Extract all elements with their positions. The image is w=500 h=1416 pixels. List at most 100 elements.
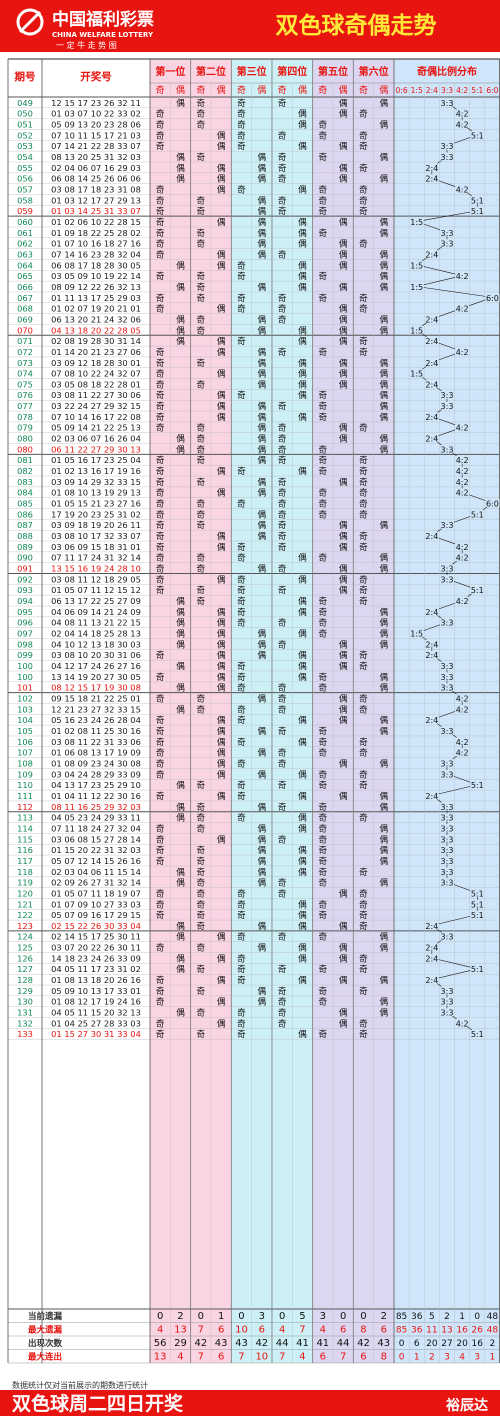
- ratio-label-bg: [424, 640, 439, 648]
- even-mark: 偶: [298, 465, 307, 477]
- even-mark: 偶: [217, 487, 226, 499]
- even-mark: 偶: [339, 259, 348, 271]
- even-mark: 偶: [258, 173, 267, 185]
- draw-cell: 01 05 15 21 23 27 16: [51, 499, 141, 509]
- odd-mark: 奇: [359, 920, 368, 932]
- draw-cell: 02 04 06 07 16 29 03: [51, 163, 141, 173]
- even-mark: 偶: [176, 866, 185, 878]
- period-cell: 094: [17, 596, 33, 606]
- odd-mark: 奇: [197, 595, 206, 607]
- even-mark: 偶: [379, 173, 388, 185]
- odd-mark: 奇: [359, 952, 368, 964]
- even-mark: 偶: [258, 877, 267, 889]
- period-cell: 133: [17, 1029, 33, 1039]
- even-mark: 偶: [217, 996, 226, 1008]
- ratio-point: 3:3: [441, 619, 454, 628]
- odd-mark: 奇: [278, 801, 287, 813]
- period-cell: 082: [17, 466, 33, 476]
- ratio-label-bg: [439, 759, 454, 767]
- even-mark: 偶: [258, 162, 267, 174]
- ratio-point: 4:2: [456, 424, 469, 433]
- position-header: 第五位: [318, 65, 348, 78]
- even-mark: 偶: [298, 1028, 307, 1040]
- even-mark: 偶: [258, 346, 267, 358]
- odd-mark: 奇: [359, 487, 368, 499]
- even-mark: 偶: [379, 389, 388, 401]
- odd-mark: 奇: [197, 552, 206, 564]
- table-row: 090 07 11 17 24 31 32 14 奇奇奇偶奇偶: [17, 552, 388, 564]
- stats-value: 6: [320, 1352, 326, 1363]
- odd-mark: 奇: [156, 129, 165, 141]
- table-row: 107 01 06 08 13 17 19 09 奇偶偶奇奇奇: [17, 747, 368, 759]
- table-row: 080 02 03 06 07 16 26 04 偶奇偶奇偶偶: [17, 433, 388, 445]
- ratio-point: 2:4: [425, 164, 438, 173]
- odd-mark: 奇: [278, 162, 287, 174]
- odd-mark: 奇: [197, 887, 206, 899]
- position-header: 第一位: [155, 65, 185, 78]
- even-mark: 偶: [258, 357, 267, 369]
- ratio-trend-line: [416, 210, 478, 222]
- ratio-label-bg: [424, 336, 439, 345]
- even-mark: 偶: [379, 671, 388, 683]
- draw-cell: 03 08 17 18 23 31 08: [51, 184, 141, 194]
- even-mark: 偶: [258, 942, 267, 954]
- odd-mark: 奇: [359, 595, 368, 607]
- odd-mark: 奇: [156, 357, 165, 369]
- odd-mark: 奇: [237, 573, 246, 585]
- table-row: 074 07 08 10 22 24 32 07 奇 偶 偶 偶 偶 偶: [17, 368, 388, 380]
- even-mark: 偶: [217, 931, 226, 943]
- odd-mark: 奇: [237, 108, 246, 120]
- ratio-point: 3:3: [441, 933, 454, 942]
- period-cell: 061: [17, 228, 33, 238]
- odd-mark: 奇: [237, 335, 246, 347]
- odd-mark: 奇: [359, 649, 368, 661]
- odd-mark: 奇: [237, 974, 246, 986]
- ratio-point: 2:4: [425, 792, 438, 801]
- ratio-point: 3:3: [441, 142, 454, 151]
- stats-value: 3: [474, 1353, 480, 1363]
- even-mark: 偶: [258, 692, 267, 704]
- even-mark: 偶: [298, 736, 307, 748]
- ratio-label-bg: [439, 618, 454, 627]
- odd-mark: 奇: [237, 779, 246, 791]
- stats-value: 8: [360, 1325, 366, 1336]
- even-mark: 偶: [339, 573, 348, 585]
- even-mark: 偶: [217, 140, 226, 152]
- odd-mark: 奇: [156, 519, 165, 531]
- stats-value: 4: [299, 1352, 305, 1363]
- draw-cell: 08 11 16 25 29 32 03: [51, 802, 141, 812]
- odd-mark: 奇: [237, 714, 246, 726]
- stats-value: 7: [198, 1325, 204, 1336]
- odd-mark: 奇: [237, 183, 246, 195]
- even-mark: 偶: [258, 996, 267, 1008]
- even-mark: 偶: [339, 162, 348, 174]
- ratio-label-bg: [439, 1008, 454, 1017]
- odd-mark: 奇: [237, 703, 246, 715]
- draw-cell: 14 18 23 24 26 33 09: [51, 953, 141, 963]
- table-row: 117 05 07 12 14 15 26 16 奇奇偶偶奇偶: [17, 855, 388, 867]
- period-cell: 079: [17, 423, 33, 433]
- stats-label: 最大遗漏: [28, 1325, 63, 1336]
- even-mark: 偶: [379, 357, 388, 369]
- odd-mark: 奇: [156, 671, 165, 683]
- even-mark: 偶: [379, 833, 388, 845]
- table-row: 103 12 21 23 27 32 33 15 偶奇奇奇偶奇: [17, 703, 368, 715]
- even-mark: 偶: [258, 822, 267, 834]
- odd-mark: 奇: [319, 833, 328, 845]
- ratio-label-bg: [439, 445, 454, 453]
- stats-value: 10: [255, 1352, 268, 1363]
- odd-mark: 奇: [197, 281, 206, 293]
- ratio-label-bg: [470, 780, 485, 789]
- even-mark: 偶: [176, 313, 185, 325]
- stats-value: 6: [340, 1325, 346, 1336]
- header-bar: [0, 0, 500, 52]
- ratio-label-bg: [455, 120, 470, 128]
- ratio-label-bg: [439, 520, 454, 529]
- even-mark: 偶: [379, 118, 388, 130]
- table-row: 126 14 18 23 24 26 33 09 偶偶奇偶偶奇: [17, 952, 368, 964]
- draw-cell: 03 09 12 18 28 30 01: [51, 358, 141, 368]
- odd-mark: 奇: [319, 411, 328, 423]
- ratio-label-bg: [455, 553, 470, 562]
- draw-cell: 17 19 20 23 25 31 02: [51, 509, 141, 519]
- ratio-point: 4:2: [456, 120, 469, 129]
